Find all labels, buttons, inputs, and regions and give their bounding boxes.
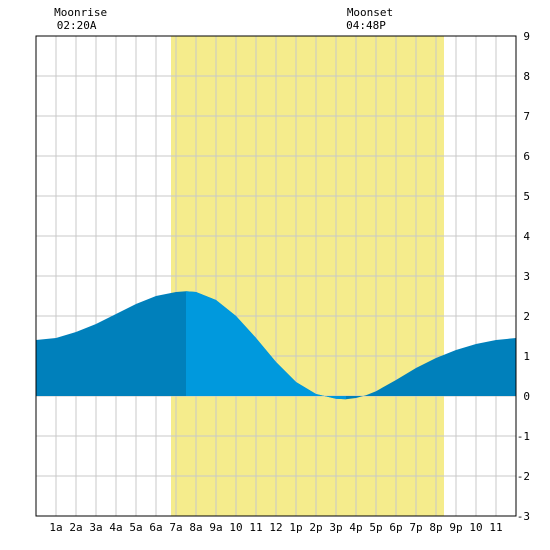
y-axis-ticks: -3 -2 -1 0 1 2 3 4 5 6 7 8 9 bbox=[517, 30, 531, 523]
x-tick-label: 5a bbox=[129, 521, 142, 534]
y-tick-label: 3 bbox=[523, 270, 530, 283]
x-tick-label: 2a bbox=[69, 521, 82, 534]
y-tick-label: 0 bbox=[523, 390, 530, 403]
y-tick-label: -1 bbox=[517, 430, 530, 443]
y-tick-label: 9 bbox=[523, 30, 530, 43]
x-tick-label: 1p bbox=[289, 521, 302, 534]
x-tick-label: 9a bbox=[209, 521, 222, 534]
y-tick-label: 6 bbox=[523, 150, 530, 163]
y-tick-label: 5 bbox=[523, 190, 530, 203]
x-tick-label: 7p bbox=[409, 521, 422, 534]
x-tick-label: 11 bbox=[249, 521, 262, 534]
x-tick-label: 2p bbox=[309, 521, 322, 534]
x-tick-label: 10 bbox=[229, 521, 242, 534]
moonset-time: 04:48P bbox=[346, 19, 386, 32]
x-tick-label: 4a bbox=[109, 521, 122, 534]
x-tick-label: 1a bbox=[49, 521, 62, 534]
tide-area-light bbox=[186, 291, 346, 400]
y-tick-label: -2 bbox=[517, 470, 530, 483]
plot-border bbox=[35, 35, 517, 517]
x-tick-label: 11 bbox=[489, 521, 502, 534]
x-tick-label: 8p bbox=[429, 521, 442, 534]
y-tick-label: 7 bbox=[523, 110, 530, 123]
y-tick-label: 2 bbox=[523, 310, 530, 323]
x-tick-label: 3a bbox=[89, 521, 102, 534]
x-tick-label: 10 bbox=[469, 521, 482, 534]
tide-area-dark bbox=[36, 291, 516, 400]
y-tick-label: 8 bbox=[523, 70, 530, 83]
y-tick-label: 1 bbox=[523, 350, 530, 363]
y-tick-label: 4 bbox=[523, 230, 530, 243]
x-tick-label: 8a bbox=[189, 521, 202, 534]
x-axis-ticks: 1a 2a 3a 4a 5a 6a 7a 8a 9a 10 11 12 1p 2p 3p 4p 5p 6p 7p 8p… bbox=[49, 521, 502, 534]
x-tick-label: 6p bbox=[389, 521, 402, 534]
moonrise-time: 02:20A bbox=[57, 19, 97, 32]
grid bbox=[36, 36, 516, 516]
x-tick-label: 3p bbox=[329, 521, 342, 534]
x-tick-label: 4p bbox=[349, 521, 362, 534]
moonrise-label: Moonrise bbox=[54, 6, 107, 19]
x-tick-label: 6a bbox=[149, 521, 162, 534]
x-tick-label: 9p bbox=[449, 521, 462, 534]
y-tick-label: -3 bbox=[517, 510, 530, 523]
tide-area bbox=[36, 291, 516, 400]
x-tick-label: 5p bbox=[369, 521, 382, 534]
x-tick-label: 12 bbox=[269, 521, 282, 534]
x-tick-label: 7a bbox=[169, 521, 182, 534]
moonset-label: Moonset bbox=[347, 6, 393, 19]
